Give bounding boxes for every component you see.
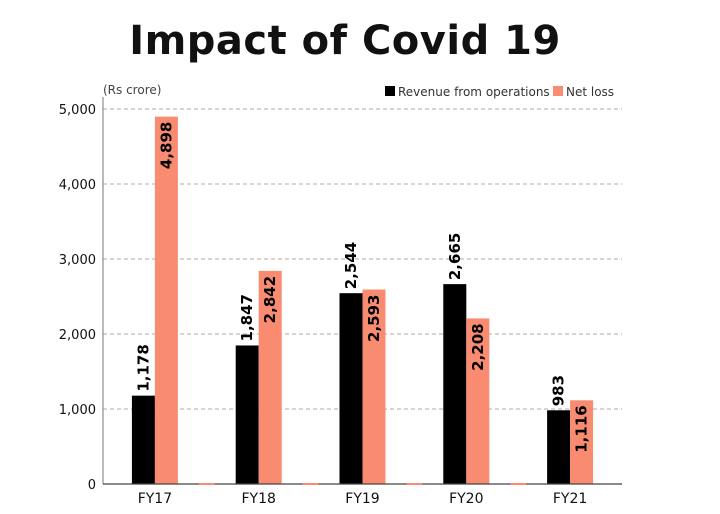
y-tick-label: 3,000: [59, 253, 96, 268]
y-tick-label: 5,000: [59, 103, 96, 118]
data-label-FY21-0: 983: [550, 375, 568, 406]
legend-swatch-0: [385, 86, 395, 96]
bar-FY19-1: [362, 289, 386, 484]
bar-FY18-0: [235, 345, 259, 484]
bar-FY21-1: [570, 400, 594, 484]
x-tick-label: FY19: [345, 491, 379, 507]
data-label-FY21-1: 1,116: [573, 405, 591, 452]
bar-FY19-0: [339, 293, 363, 484]
legend-label-1: Net loss: [566, 85, 614, 99]
bar-FY18-1: [258, 270, 282, 484]
y-tick-label: 4,000: [59, 178, 96, 193]
chart-title: Impact of Covid 19: [129, 18, 561, 64]
data-label-FY17-0: 1,178: [134, 344, 152, 391]
data-label-FY20-0: 2,665: [446, 233, 464, 280]
data-label-FY19-1: 2,593: [365, 295, 383, 342]
bar-FY17-0: [131, 395, 155, 484]
y-tick-label: 0: [88, 478, 96, 493]
bar-FY21-0: [547, 410, 571, 484]
bar-FY20-0: [443, 284, 467, 484]
bar-FY20-1: [466, 318, 490, 484]
x-tick-label: FY21: [553, 491, 587, 507]
y-tick-label: 2,000: [59, 328, 96, 343]
unit-label: (Rs crore): [103, 83, 161, 97]
x-tick-label: FY20: [449, 491, 483, 507]
data-label-FY18-1: 2,842: [261, 276, 279, 323]
data-label-FY19-0: 2,544: [342, 242, 360, 289]
data-label-FY17-1: 4,898: [157, 122, 175, 169]
x-tick-label: FY17: [138, 491, 172, 507]
bar-FY17-1: [154, 116, 178, 485]
data-label-FY18-0: 1,847: [238, 294, 256, 341]
data-label-FY20-1: 2,208: [469, 323, 487, 370]
y-tick-label: 1,000: [59, 403, 96, 418]
legend-swatch-1: [553, 86, 563, 96]
x-tick-label: FY18: [241, 491, 275, 507]
legend-label-0: Revenue from operations: [398, 85, 550, 99]
